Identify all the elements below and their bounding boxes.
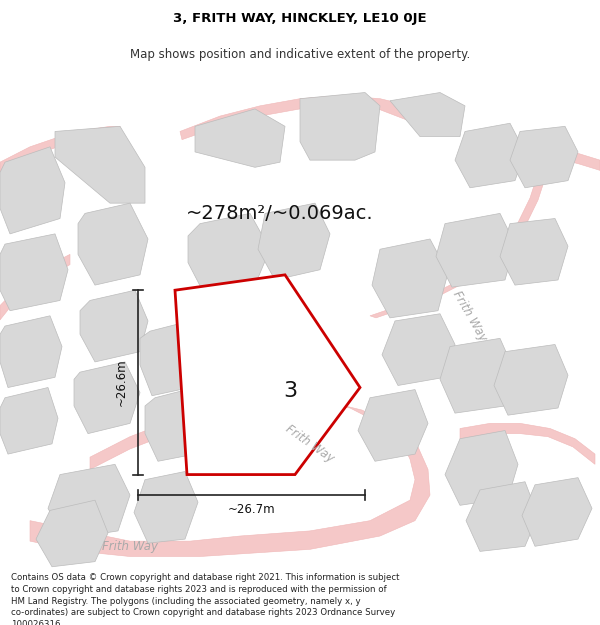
Polygon shape (36, 500, 108, 567)
Polygon shape (500, 219, 568, 285)
Polygon shape (48, 464, 130, 539)
Polygon shape (390, 92, 465, 137)
Polygon shape (188, 213, 270, 296)
Text: ~26.7m: ~26.7m (227, 503, 275, 516)
Polygon shape (445, 431, 518, 505)
Polygon shape (370, 173, 548, 318)
Text: Frith Way: Frith Way (283, 422, 337, 465)
Polygon shape (80, 290, 148, 362)
Polygon shape (0, 234, 68, 311)
Polygon shape (494, 344, 568, 415)
Polygon shape (372, 239, 448, 318)
Polygon shape (140, 321, 200, 396)
Text: Contains OS data © Crown copyright and database right 2021. This information is : Contains OS data © Crown copyright and d… (11, 573, 400, 625)
Polygon shape (358, 389, 428, 461)
Polygon shape (522, 478, 592, 546)
Polygon shape (175, 275, 360, 474)
Text: Frith Way: Frith Way (451, 288, 490, 343)
Text: Map shows position and indicative extent of the property.: Map shows position and indicative extent… (130, 48, 470, 61)
Polygon shape (0, 388, 58, 454)
Polygon shape (258, 203, 330, 280)
Polygon shape (510, 126, 578, 188)
Polygon shape (195, 109, 285, 168)
Polygon shape (455, 123, 525, 188)
Text: 3: 3 (283, 381, 298, 401)
Polygon shape (440, 338, 515, 413)
Polygon shape (460, 423, 595, 464)
Text: ~26.6m: ~26.6m (115, 359, 128, 406)
Polygon shape (145, 388, 205, 461)
Polygon shape (0, 254, 70, 320)
Polygon shape (480, 150, 600, 173)
Polygon shape (134, 471, 198, 543)
Polygon shape (180, 96, 420, 139)
Text: 3, FRITH WAY, HINCKLEY, LE10 0JE: 3, FRITH WAY, HINCKLEY, LE10 0JE (173, 12, 427, 25)
Polygon shape (466, 482, 538, 551)
Polygon shape (0, 316, 62, 388)
Polygon shape (55, 126, 145, 203)
Text: Frith Way: Frith Way (102, 540, 158, 552)
Polygon shape (78, 203, 148, 285)
Polygon shape (0, 147, 65, 234)
Polygon shape (436, 213, 515, 287)
Polygon shape (74, 362, 140, 434)
Polygon shape (30, 396, 430, 556)
Polygon shape (382, 314, 455, 386)
Polygon shape (0, 126, 120, 174)
Text: ~278m²/~0.069ac.: ~278m²/~0.069ac. (186, 204, 374, 223)
Polygon shape (300, 92, 380, 160)
